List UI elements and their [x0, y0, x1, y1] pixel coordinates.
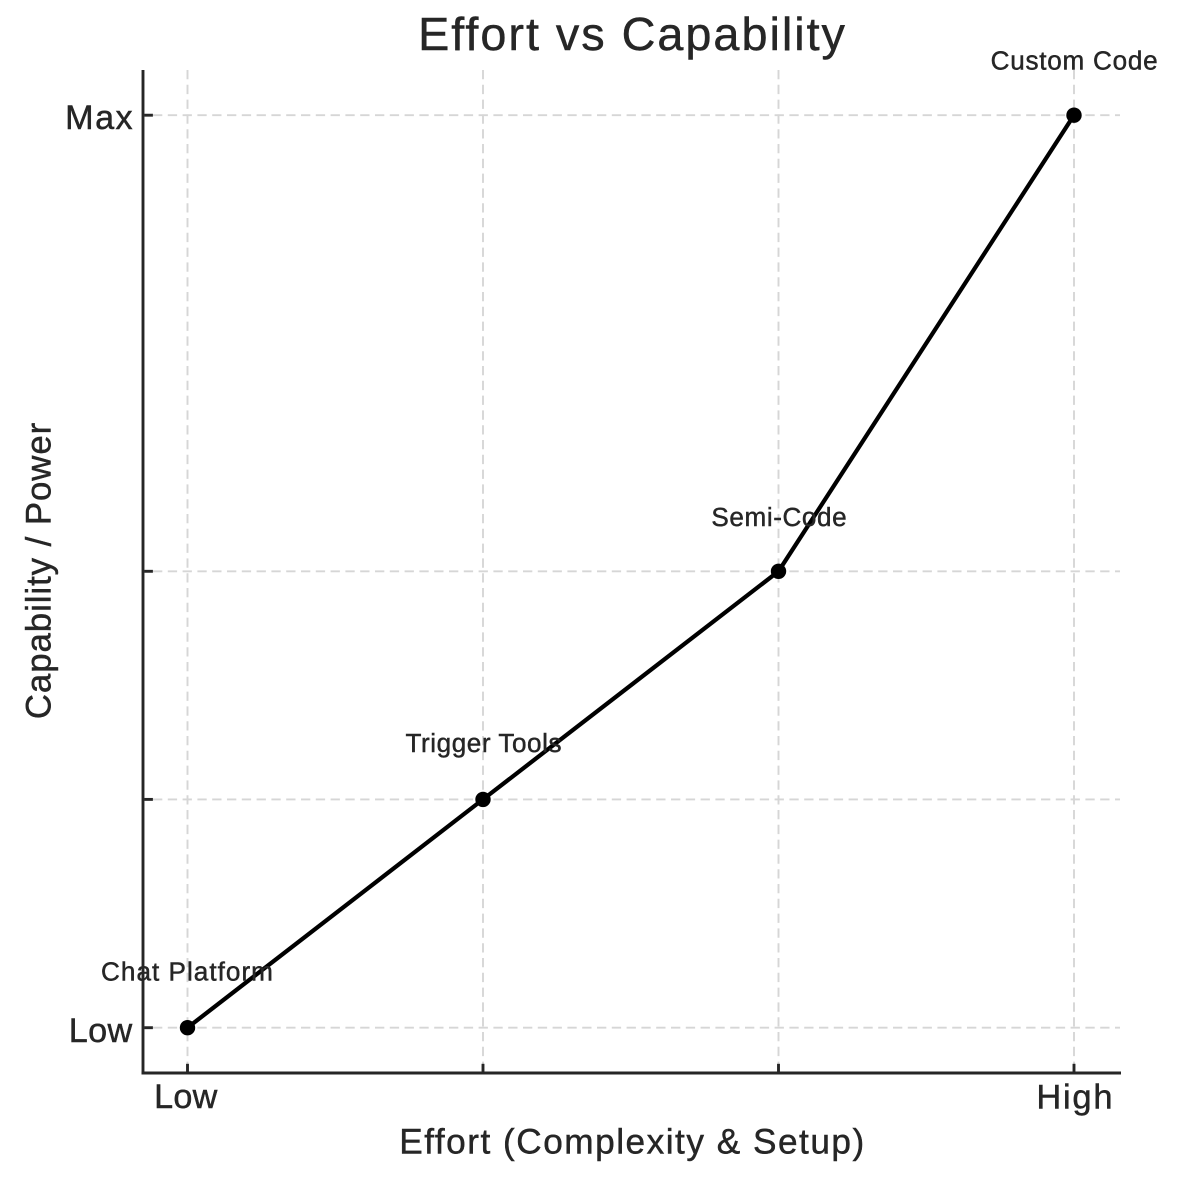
svg-text:Low: Low: [154, 1078, 218, 1116]
svg-text:Chat Platform: Chat Platform: [101, 957, 274, 987]
svg-text:Low: Low: [69, 1012, 133, 1050]
svg-text:High: High: [1036, 1079, 1114, 1117]
svg-text:Trigger Tools: Trigger Tools: [406, 728, 563, 758]
svg-text:Capability / Power: Capability / Power: [20, 422, 59, 719]
svg-text:Max: Max: [65, 99, 134, 137]
svg-text:Custom Code: Custom Code: [991, 46, 1159, 76]
svg-text:Effort (Complexity & Setup): Effort (Complexity & Setup): [399, 1122, 865, 1161]
svg-text:Semi-Code: Semi-Code: [711, 502, 847, 532]
svg-text:Effort vs Capability: Effort vs Capability: [418, 8, 847, 60]
